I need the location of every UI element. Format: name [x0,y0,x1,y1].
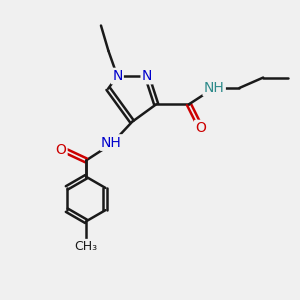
Text: CH₃: CH₃ [74,240,98,253]
Text: N: N [142,69,152,83]
Text: O: O [56,143,66,157]
Text: O: O [195,121,206,135]
Text: N: N [112,69,122,83]
Text: NH: NH [204,81,224,95]
Text: NH: NH [101,136,122,150]
